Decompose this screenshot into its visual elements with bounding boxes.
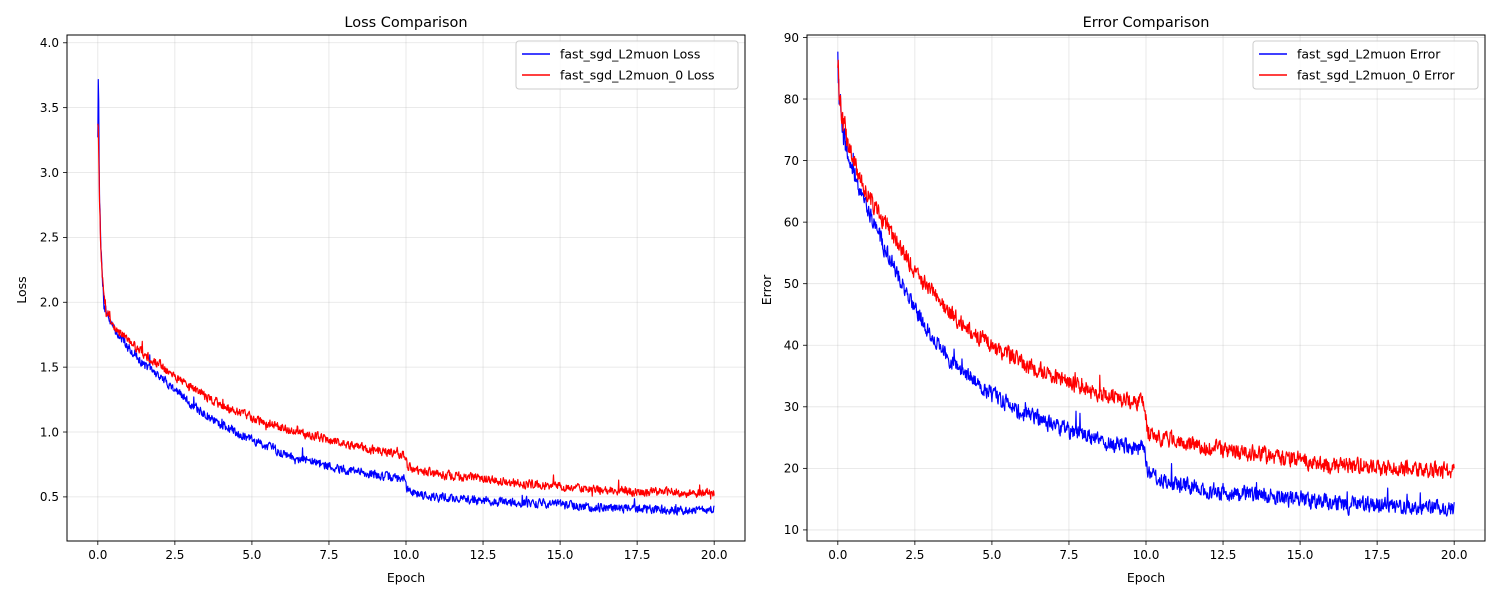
error-series-line-1 <box>837 59 1455 480</box>
loss-chart-panel: Loss Comparison Epoch Loss 0.0 2.5 5.0 7.5 1… <box>14 15 746 585</box>
loss-ytick-label: 1.0 <box>40 425 59 439</box>
error-ytick-label: 80 <box>784 92 799 106</box>
loss-xtick-label: 20.0 <box>701 548 728 562</box>
loss-chart-title: Loss Comparison <box>344 15 467 31</box>
loss-chart-ylabel: Loss <box>14 276 29 303</box>
loss-xtick-label: 15.0 <box>547 548 574 562</box>
error-chart-legend-box <box>1252 40 1479 90</box>
error-xtick-label: 12.5 <box>1210 548 1237 562</box>
loss-xtick-label: 7.5 <box>319 548 338 562</box>
loss-ytick-label: 3.0 <box>40 166 59 180</box>
error-chart-series <box>837 51 1455 517</box>
error-ytick-label: 10 <box>784 523 799 537</box>
error-ytick-label: 70 <box>784 154 799 168</box>
loss-legend-entry-1: fast_sgd_L2muon_0 Loss <box>560 68 715 83</box>
error-chart-xlabel: Epoch <box>1127 570 1165 585</box>
loss-chart-ticks: 0.0 2.5 5.0 7.5 10.0 12.5 15.0 17.5 20.0 0.5 1.0 1.… <box>40 36 728 562</box>
error-xtick-label: 10.0 <box>1133 548 1160 562</box>
error-legend-entry-0: fast_sgd_L2muon Error <box>1297 47 1441 62</box>
loss-series-line-0 <box>97 78 715 516</box>
loss-ytick-label: 0.5 <box>40 490 59 504</box>
error-chart-ticks: 0.0 2.5 5.0 7.5 10.0 12.5 15.0 17.5 20.0 10 20 30 40… <box>784 31 1468 562</box>
loss-ytick-label: 1.5 <box>40 360 59 374</box>
loss-legend-entry-0: fast_sgd_L2muon Loss <box>560 47 700 62</box>
loss-xtick-label: 17.5 <box>624 548 651 562</box>
error-xtick-label: 20.0 <box>1441 548 1468 562</box>
loss-xtick-label: 0.0 <box>88 548 107 562</box>
loss-ytick-label: 2.5 <box>40 231 59 245</box>
error-xtick-label: 5.0 <box>982 548 1001 562</box>
loss-series-line-1 <box>97 123 715 500</box>
error-chart-panel: Error Comparison Epoch Error 0.0 2.5 5.0 7.… <box>759 15 1486 585</box>
error-ytick-label: 40 <box>784 339 799 353</box>
error-legend-entry-1: fast_sgd_L2muon_0 Error <box>1297 68 1455 83</box>
loss-chart-xlabel: Epoch <box>387 570 425 585</box>
error-chart-title: Error Comparison <box>1083 15 1210 31</box>
error-series-line-0 <box>837 51 1455 517</box>
error-xtick-label: 17.5 <box>1364 548 1391 562</box>
error-xtick-label: 0.0 <box>828 548 847 562</box>
loss-chart-legend-box <box>515 40 739 90</box>
loss-ytick-label: 3.5 <box>40 101 59 115</box>
error-ytick-label: 90 <box>784 31 799 45</box>
loss-xtick-label: 10.0 <box>393 548 420 562</box>
error-chart-legend: fast_sgd_L2muon Error fast_sgd_L2muon_0 … <box>1252 40 1479 90</box>
error-ytick-label: 60 <box>784 215 799 229</box>
error-chart-ylabel: Error <box>759 274 774 305</box>
loss-chart-legend: fast_sgd_L2muon Loss fast_sgd_L2muon_0 L… <box>515 40 739 90</box>
loss-ytick-label: 4.0 <box>40 36 59 50</box>
error-ytick-label: 50 <box>784 277 799 291</box>
error-ytick-label: 30 <box>784 400 799 414</box>
error-xtick-label: 2.5 <box>905 548 924 562</box>
error-xtick-label: 15.0 <box>1287 548 1314 562</box>
loss-xtick-label: 12.5 <box>470 548 497 562</box>
loss-xtick-label: 5.0 <box>242 548 261 562</box>
loss-ytick-label: 2.0 <box>40 296 59 310</box>
loss-chart-series <box>97 78 715 516</box>
error-xtick-label: 7.5 <box>1059 548 1078 562</box>
error-ytick-label: 20 <box>784 462 799 476</box>
loss-xtick-label: 2.5 <box>165 548 184 562</box>
